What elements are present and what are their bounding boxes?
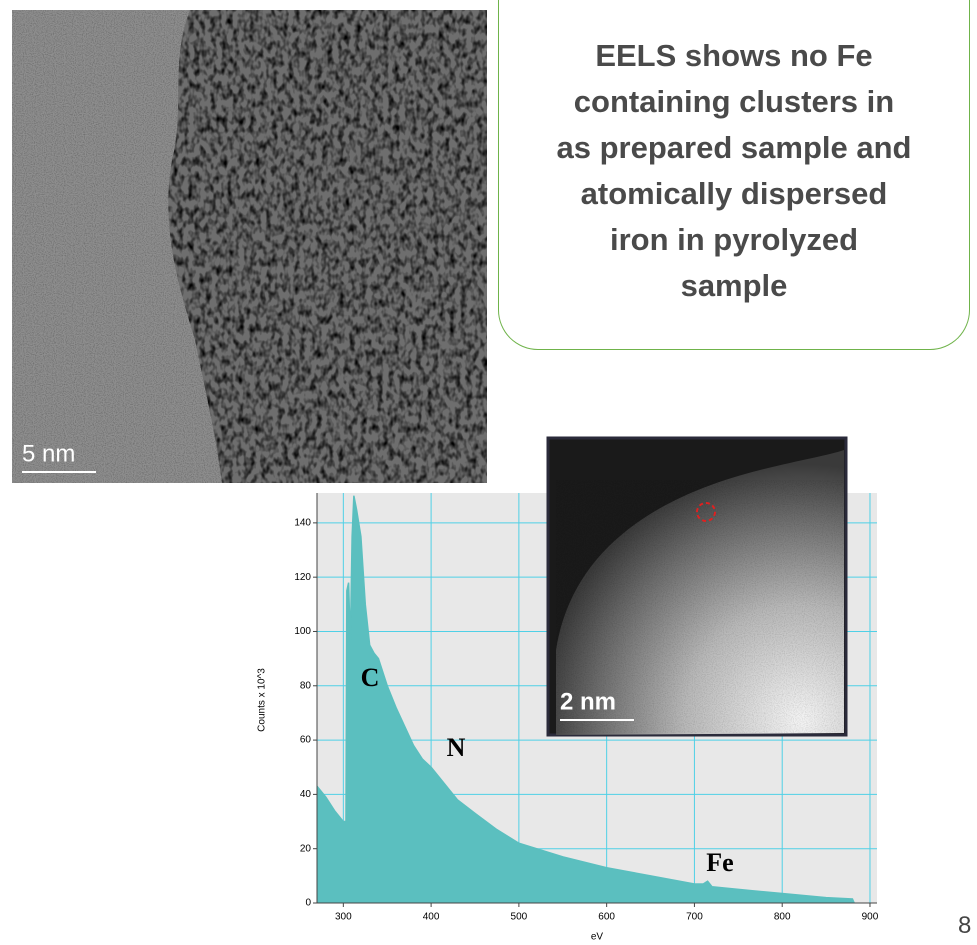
callout-line: iron in pyrolyzed [609,221,859,257]
tem-image: 5 nm [12,10,487,483]
y-axis-label: Counts x 10^3 [257,668,268,732]
area-fill [317,495,855,903]
callout-line: atomically dispersed [580,175,888,211]
callout: EELS shows no Fe containing clusters in as… [498,0,970,350]
x-tick-label: 700 [686,912,703,923]
y-tick-label: 60 [300,735,312,746]
x-tick-label: 800 [774,912,791,923]
annotation: Fe [706,848,733,877]
callout-line: EELS shows no Fe [595,37,873,73]
y-tick-label: 140 [294,518,311,529]
x-axis-label: eV [591,932,604,943]
y-tick-label: 20 [300,843,312,854]
x-tick-label: 500 [511,912,528,923]
spectrum-line [316,495,855,904]
annotation: N [447,733,466,762]
y-tick-label: 40 [300,789,312,800]
annotation: C [361,663,380,692]
y-tick-label: 120 [294,572,311,583]
callout-line: as prepared sample and [556,129,912,165]
y-tick-label: 100 [294,626,311,637]
y-tick-label: 80 [300,680,312,691]
x-tick-label: 600 [598,912,615,923]
x-tick-label: 300 [335,912,352,923]
x-tick-label: 900 [862,912,879,923]
scale-label: 5 nm [22,440,75,467]
page-number: 8 [958,912,972,939]
callout-line: sample [680,267,788,303]
y-tick-label: 0 [305,898,311,909]
callout-line: containing clusters in [573,83,895,119]
x-tick-label: 400 [423,912,440,923]
